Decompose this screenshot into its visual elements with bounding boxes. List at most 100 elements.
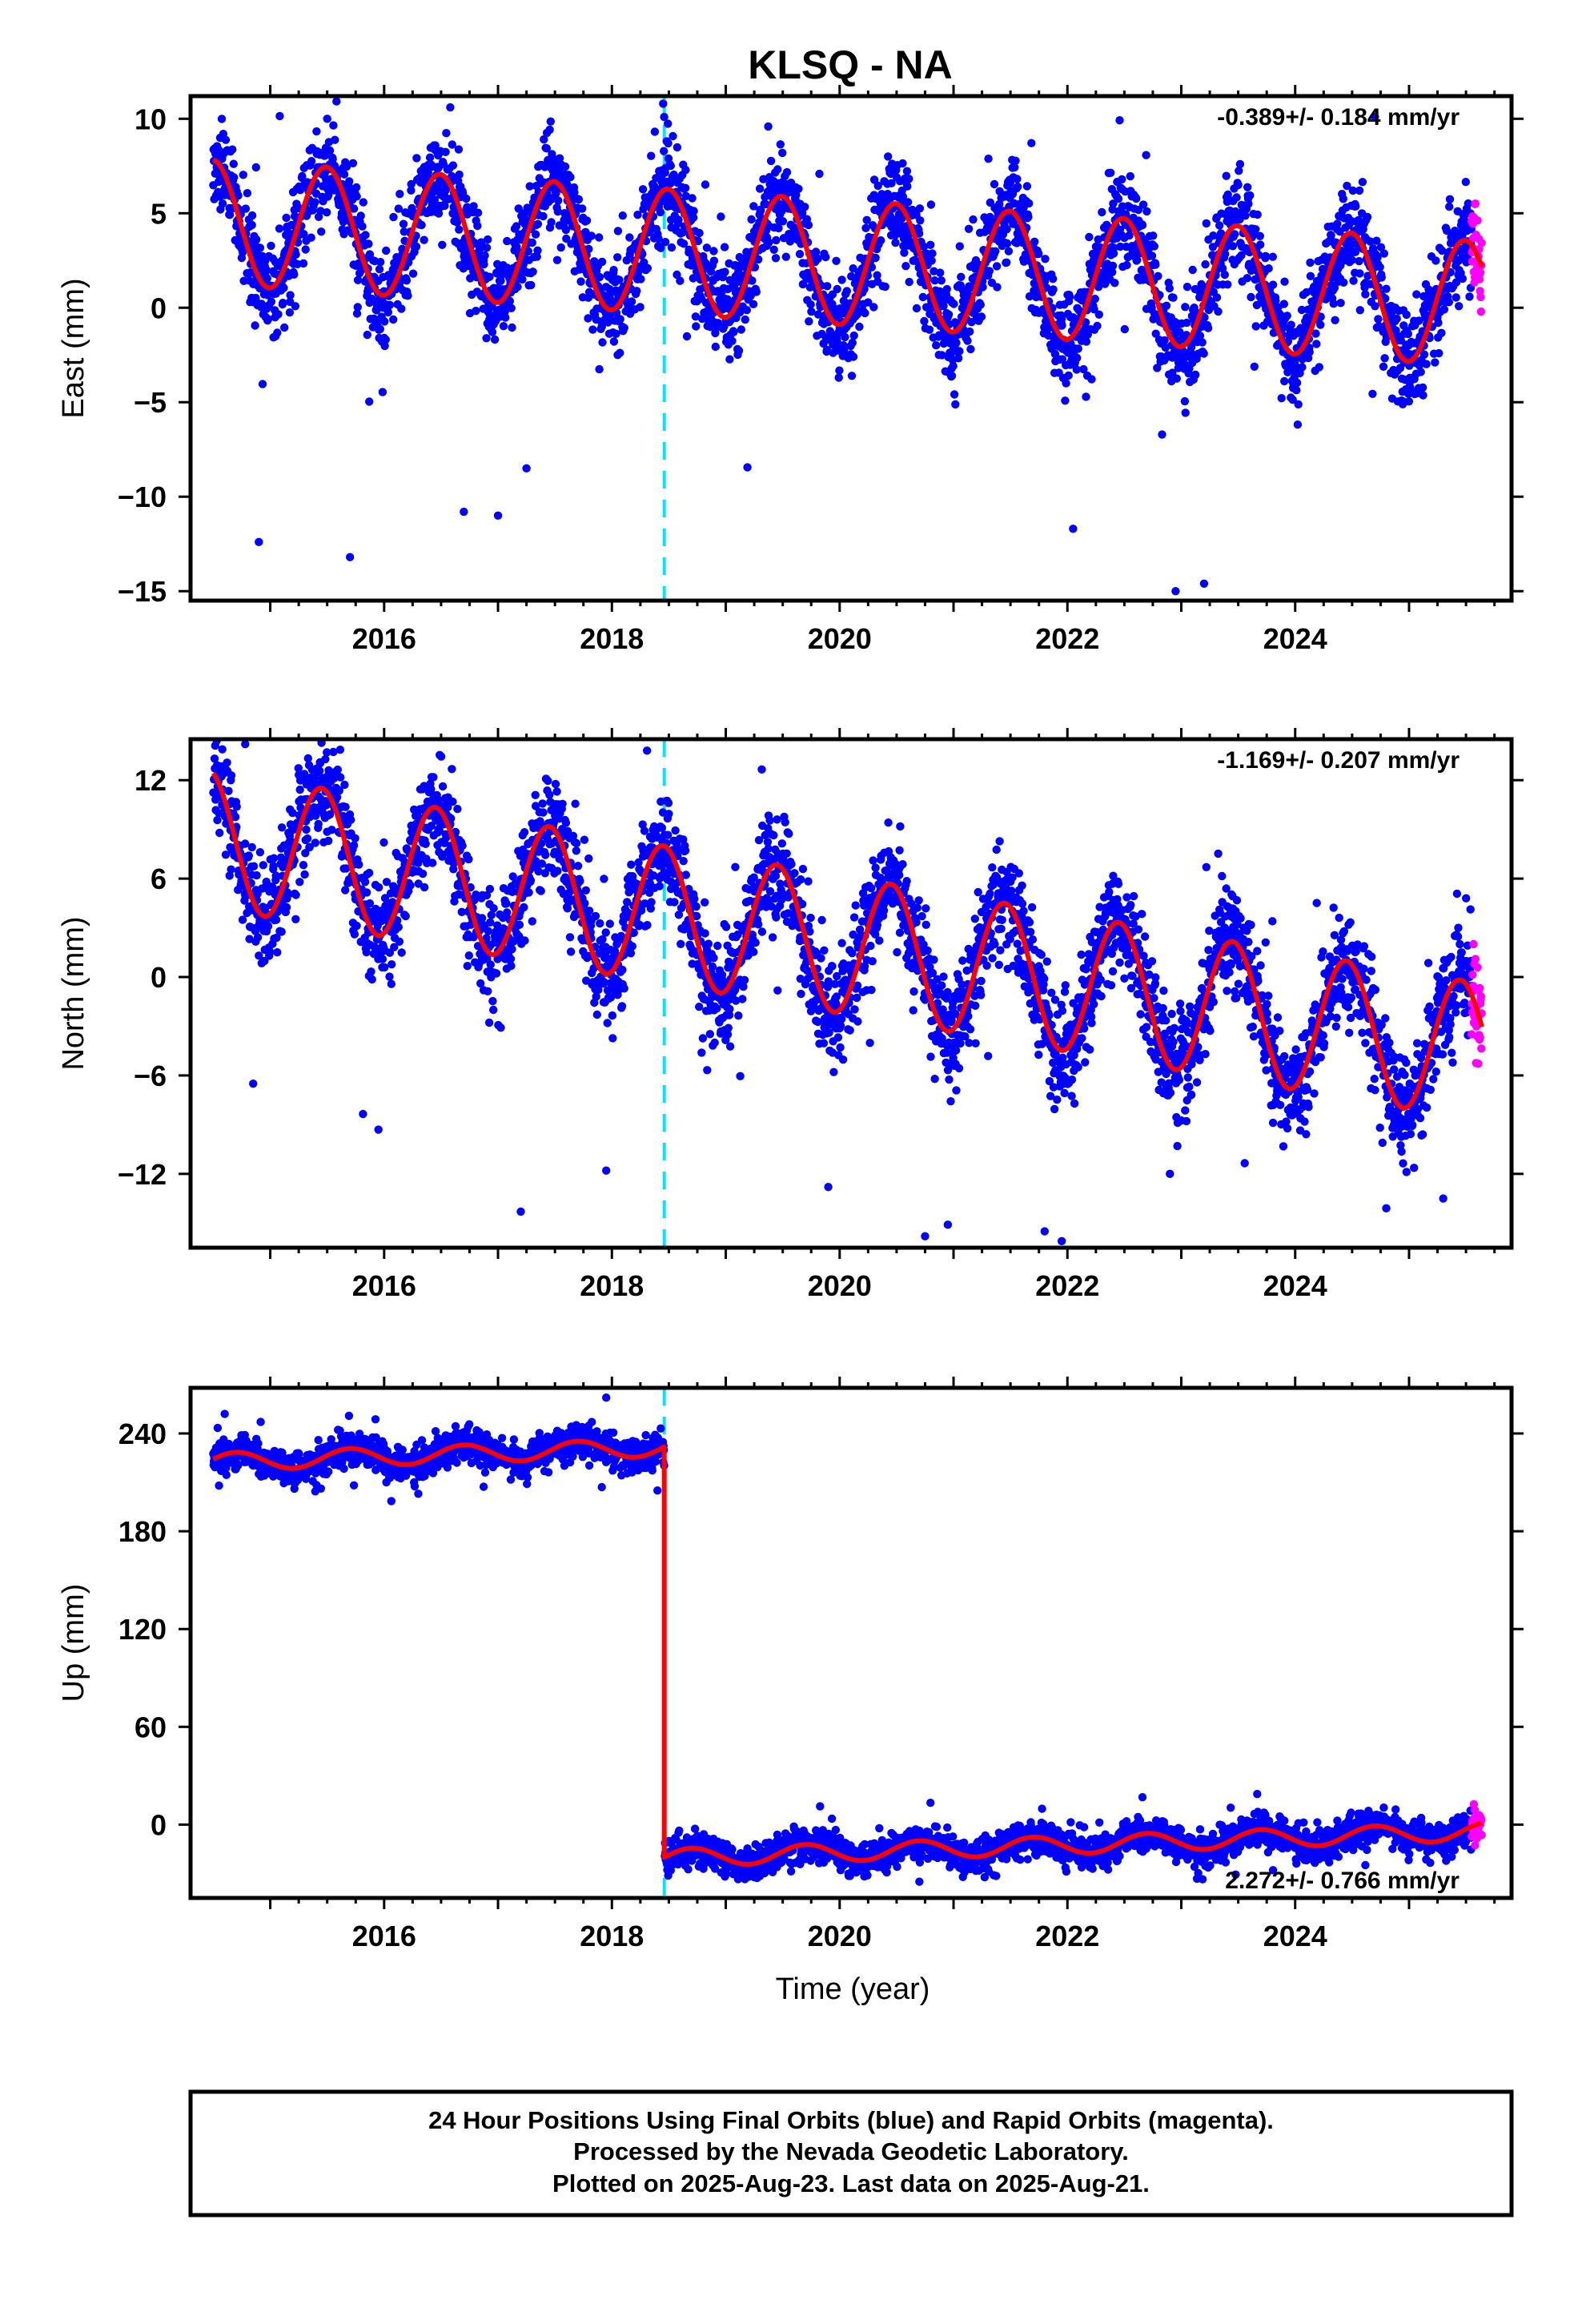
data-point (555, 154, 564, 163)
data-point (484, 235, 492, 244)
data-point (332, 97, 341, 106)
data-point (1090, 295, 1100, 304)
data-point (587, 231, 596, 240)
data-point (340, 780, 349, 790)
data-point (553, 207, 562, 216)
data-point (336, 773, 345, 782)
data-point (608, 1011, 617, 1020)
data-point (1153, 364, 1162, 372)
data-point (358, 222, 367, 231)
model-curve (211, 157, 1484, 364)
data-point (1437, 328, 1446, 337)
data-point (315, 766, 324, 775)
data-point (380, 963, 389, 972)
data-point (362, 888, 371, 897)
data-point (776, 140, 785, 149)
data-point (905, 175, 913, 183)
data-point (222, 819, 231, 828)
data-point (496, 1023, 505, 1032)
data-point (701, 180, 710, 189)
data-point (290, 270, 299, 279)
data-point (321, 754, 330, 764)
final-orbits-series (209, 739, 1476, 1176)
data-point (307, 157, 316, 166)
data-point (666, 161, 675, 171)
data-point (1412, 290, 1421, 299)
data-point (1391, 326, 1400, 335)
data-point (1142, 151, 1150, 159)
data-point (361, 231, 370, 239)
data-point (394, 923, 403, 931)
data-point (367, 967, 375, 976)
data-point (525, 182, 534, 191)
data-point (375, 265, 384, 274)
data-point (942, 284, 952, 294)
data-point (1348, 186, 1358, 195)
data-point (300, 870, 309, 879)
data-point (682, 332, 692, 341)
data-point (1305, 348, 1314, 356)
data-point (492, 969, 501, 978)
data-point (1415, 316, 1423, 325)
data-point (598, 338, 607, 347)
data-point (1268, 280, 1278, 289)
data-point (1074, 344, 1082, 353)
data-point (404, 292, 412, 300)
data-point (1476, 287, 1484, 296)
data-point (566, 947, 576, 956)
data-point (434, 209, 444, 218)
data-point (378, 955, 387, 963)
data-point (1220, 270, 1230, 279)
data-point (400, 227, 408, 236)
data-point (560, 162, 570, 171)
data-point (632, 287, 641, 296)
data-point (636, 303, 644, 312)
data-point (556, 243, 565, 252)
data-point (1404, 397, 1414, 406)
data-point (596, 919, 604, 928)
data-point (926, 200, 936, 209)
data-point (431, 141, 440, 150)
data-point (1149, 231, 1158, 240)
data-point (752, 287, 761, 296)
data-point (531, 230, 540, 239)
data-point (402, 276, 412, 285)
data-point (502, 899, 511, 908)
data-point (298, 171, 307, 181)
data-point (1002, 225, 1011, 234)
data-point (299, 259, 308, 268)
data-point (399, 219, 408, 228)
data-point (1311, 329, 1320, 338)
data-point (1293, 420, 1303, 429)
data-point (1355, 306, 1365, 315)
data-point (255, 243, 265, 252)
data-point (613, 227, 623, 235)
data-point (754, 255, 763, 264)
data-point (951, 400, 960, 409)
data-point (944, 310, 954, 319)
data-point (805, 317, 813, 326)
data-point (725, 355, 734, 364)
data-point (990, 179, 999, 189)
data-point (210, 754, 219, 763)
data-point (520, 828, 529, 837)
data-point (508, 323, 516, 332)
data-point (247, 211, 257, 220)
data-point (1382, 284, 1391, 293)
data-point (545, 790, 554, 799)
data-point (1243, 274, 1252, 283)
plot-title: KLSQ - NA (748, 42, 953, 87)
y-tick-label: −15 (118, 575, 167, 608)
data-point (976, 300, 986, 309)
data-point (546, 117, 555, 126)
data-point (1298, 363, 1307, 372)
data-point (834, 373, 843, 382)
data-point (774, 223, 783, 233)
data-point (766, 156, 776, 166)
data-point (245, 935, 254, 943)
data-point (925, 325, 934, 334)
data-point (1288, 396, 1297, 404)
data-point (1069, 525, 1078, 533)
data-point (595, 364, 604, 374)
data-point (737, 325, 745, 334)
